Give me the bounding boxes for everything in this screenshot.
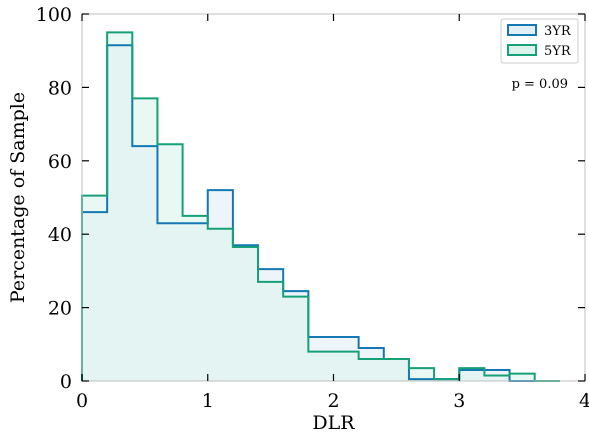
bar-5yr-1 [107,32,133,381]
legend-swatch-3yr [507,24,537,36]
y-axis-label: Percentage of Sample [7,92,29,303]
y-tick-label-1: 20 [48,298,72,320]
y-tick-label-4: 80 [48,77,72,99]
bar-5yr-3 [157,144,183,381]
x-tick-label-0: 0 [76,390,88,412]
bar-5yr-9 [308,351,334,381]
bar-5yr-13 [408,368,435,381]
bar-5yr-12 [383,358,409,381]
bar-5yr-8 [283,296,309,381]
bar-5yr-2 [132,98,158,381]
legend: 3YR 5YR [500,18,579,64]
p-value-annotation: p = 0.09 [512,77,568,92]
y-tick-label-2: 40 [48,224,72,246]
legend-label-3yr: 3YR [544,24,572,39]
x-axis-label: DLR [312,412,355,434]
x-tick-label-3: 3 [453,390,465,412]
bar-5yr-16 [484,375,510,381]
bar-5yr-0 [82,195,108,381]
legend-label-5yr: 5YR [544,44,572,59]
bar-5yr-6 [232,247,259,381]
bar-5yr-7 [258,281,284,381]
bar-5yr-17 [509,373,535,381]
y-tick-label-5: 100 [36,4,72,26]
bar-5yr-10 [333,351,359,381]
step-line-5yr [81,31,560,382]
legend-swatch-5yr [507,44,537,56]
bar-5yr-15 [459,368,485,381]
bar-5yr-11 [358,358,384,381]
bar-5yr-5 [207,228,233,381]
y-tick-label-0: 0 [60,371,72,393]
y-tick-label-3: 60 [48,151,72,173]
x-tick-label-4: 4 [579,390,589,412]
bar-5yr-4 [182,215,208,381]
x-tick-label-2: 2 [327,390,339,412]
x-tick-label-1: 1 [202,390,214,412]
